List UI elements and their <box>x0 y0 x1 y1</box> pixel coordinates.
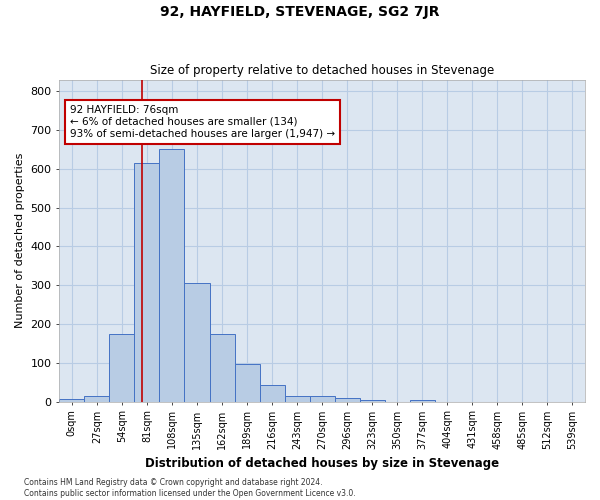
Bar <box>85 396 109 402</box>
Bar <box>109 334 134 402</box>
Text: Contains HM Land Registry data © Crown copyright and database right 2024.
Contai: Contains HM Land Registry data © Crown c… <box>24 478 356 498</box>
Bar <box>134 163 160 402</box>
Title: Size of property relative to detached houses in Stevenage: Size of property relative to detached ho… <box>150 64 494 77</box>
Bar <box>59 398 85 402</box>
Bar <box>184 284 209 402</box>
Bar <box>235 364 260 402</box>
Text: 92, HAYFIELD, STEVENAGE, SG2 7JR: 92, HAYFIELD, STEVENAGE, SG2 7JR <box>160 5 440 19</box>
Bar <box>410 400 435 402</box>
Bar <box>310 396 335 402</box>
Bar <box>335 398 360 402</box>
Bar <box>260 386 284 402</box>
Text: 92 HAYFIELD: 76sqm
← 6% of detached houses are smaller (134)
93% of semi-detache: 92 HAYFIELD: 76sqm ← 6% of detached hous… <box>70 106 335 138</box>
Bar <box>360 400 385 402</box>
Bar <box>160 150 184 402</box>
Bar <box>284 396 310 402</box>
X-axis label: Distribution of detached houses by size in Stevenage: Distribution of detached houses by size … <box>145 457 499 470</box>
Y-axis label: Number of detached properties: Number of detached properties <box>15 153 25 328</box>
Bar <box>209 334 235 402</box>
